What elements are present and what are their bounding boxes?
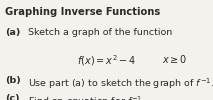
Text: Find an equation for $f^{-1}$.: Find an equation for $f^{-1}$. bbox=[28, 94, 145, 100]
Text: Sketch a graph of the function: Sketch a graph of the function bbox=[28, 28, 172, 37]
Text: Graphing Inverse Functions: Graphing Inverse Functions bbox=[5, 7, 161, 17]
Text: $x \geq 0$: $x \geq 0$ bbox=[162, 53, 187, 65]
Text: (c): (c) bbox=[5, 94, 20, 100]
Text: (a): (a) bbox=[5, 28, 21, 37]
Text: $f(x) = x^2 - 4$: $f(x) = x^2 - 4$ bbox=[77, 53, 136, 68]
Text: (b): (b) bbox=[5, 76, 21, 85]
Text: Use part (a) to sketch the graph of $f^{-1}$.: Use part (a) to sketch the graph of $f^{… bbox=[28, 76, 213, 91]
